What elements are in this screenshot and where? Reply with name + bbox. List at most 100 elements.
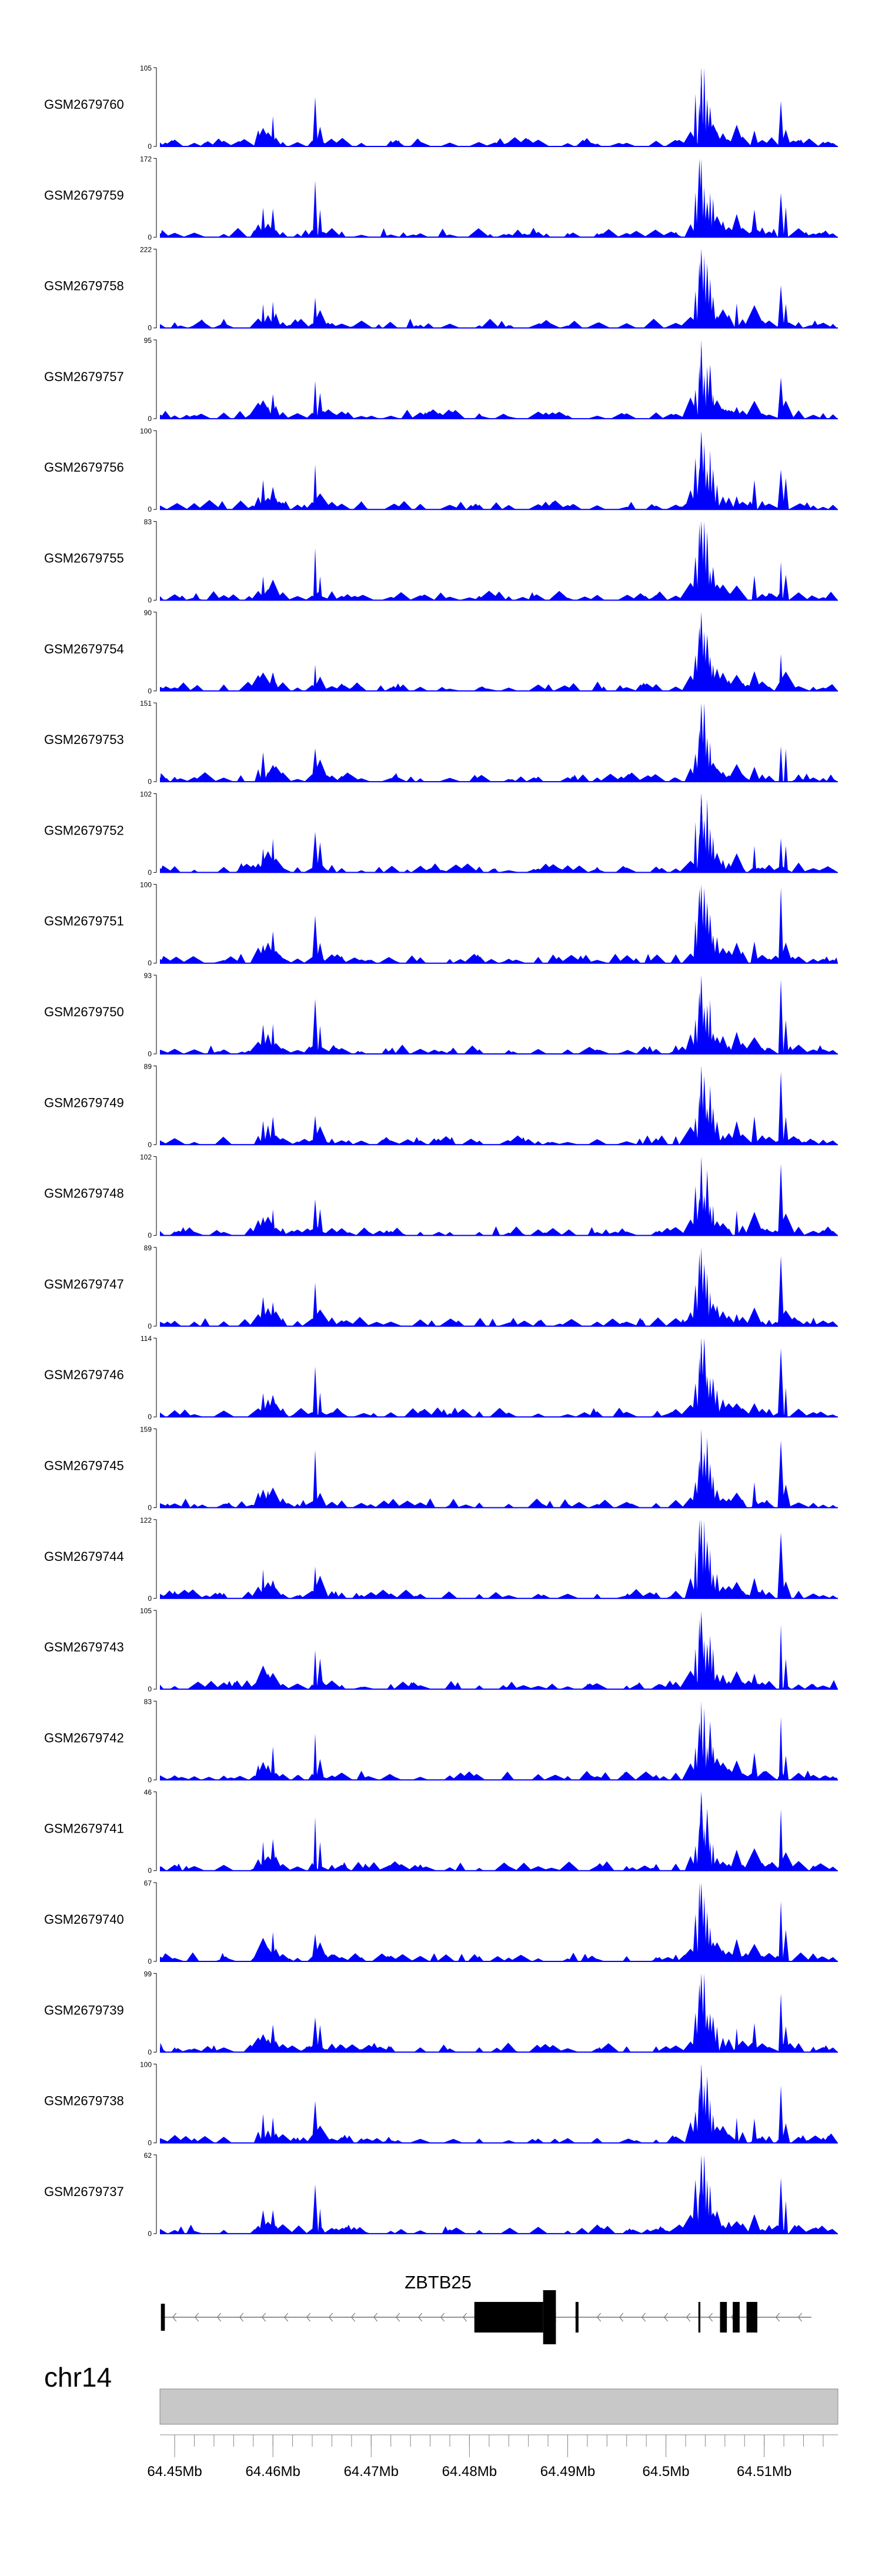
track-GSM2679751: GSM2679751 100 0 [44, 881, 838, 967]
coverage-peak [245, 865, 260, 873]
coverage-peak [473, 1317, 487, 1326]
coverage-peak [761, 1680, 777, 1690]
coverage-peak [807, 1503, 819, 1508]
y-axis-max-label: 105 [140, 1607, 152, 1615]
coverage-peak [316, 943, 325, 963]
coverage-peak [343, 1140, 353, 1145]
coverage-peak [708, 1841, 712, 1871]
coverage-peak [438, 778, 462, 782]
coverage-peak [747, 2214, 761, 2234]
coverage-peak [779, 1901, 783, 1961]
coverage-peak [774, 671, 798, 691]
coverage-peak [313, 1817, 318, 1871]
coverage-peak [681, 869, 693, 873]
coverage-peak [822, 956, 831, 963]
coverage-peak [436, 687, 448, 691]
coverage-peak [169, 1686, 180, 1690]
coverage-peak [415, 1866, 437, 1871]
coverage-peak [578, 1774, 600, 1780]
coverage-peak [620, 1771, 630, 1780]
coverage-peak [363, 415, 380, 419]
coverage-peak [821, 2045, 831, 2053]
strand-chevron [283, 2313, 289, 2322]
coverage-peak [412, 1319, 429, 1326]
coverage-peak [412, 2230, 429, 2234]
coverage-peak [719, 1589, 733, 1599]
coverage-peak [710, 1045, 727, 1054]
coverage-peak [278, 1318, 288, 1326]
coverage-peak [827, 505, 838, 510]
coverage-peak [219, 319, 229, 328]
coverage-peak [801, 232, 810, 238]
coverage-peak [530, 1413, 546, 1417]
coverage-peak [443, 1867, 456, 1871]
coverage-peak [172, 325, 189, 328]
coverage-peak [374, 866, 384, 873]
coverage-peak [635, 1771, 657, 1780]
coverage-peak [312, 2184, 319, 2234]
track-GSM2679741: GSM2679741 46 0 [44, 1788, 838, 1875]
coverage-peak [508, 1226, 524, 1236]
coverage-peak [763, 1861, 781, 1871]
coverage-peak [270, 229, 282, 238]
strand-chevron [172, 2313, 177, 2322]
coverage-peak [616, 1228, 629, 1236]
coverage-peak [744, 1944, 764, 1961]
coverage-peak [519, 1137, 527, 1145]
coverage-peak [636, 775, 659, 782]
strand-chevron [417, 2313, 423, 2322]
coverage-peak [270, 1746, 276, 1780]
coverage-peak [818, 1139, 828, 1145]
coverage-peak [784, 1317, 804, 1326]
coverage-peak [269, 2045, 278, 2053]
coverage-peak [709, 1140, 731, 1145]
coverage-peak [652, 591, 668, 600]
gene-exon [575, 2302, 579, 2333]
coverage-peak [702, 255, 707, 328]
coverage-peak [459, 597, 480, 600]
coverage-peak [170, 1322, 182, 1326]
coverage-peak [313, 592, 323, 600]
coverage-peak [699, 158, 704, 238]
coverage-peak [365, 959, 377, 963]
coverage-peak [534, 1320, 547, 1326]
coverage-peak [536, 319, 557, 328]
coverage-peak [251, 1320, 260, 1326]
track-GSM2679748: GSM2679748 102 0 [44, 1153, 838, 1240]
coverage-peak [751, 1500, 760, 1508]
coverage-peak [168, 866, 181, 873]
y-axis-max-label: 102 [140, 790, 152, 798]
coverage-peak [710, 852, 724, 873]
coverage-peak [766, 2225, 789, 2234]
coverage-peak [160, 865, 173, 873]
coverage-peak [720, 1594, 733, 1599]
coverage-peak [627, 1589, 646, 1599]
coverage-peak [299, 1500, 308, 1508]
coverage-peak [514, 596, 532, 600]
track-GSM2679737: GSM2679737 62 0 [44, 2151, 838, 2238]
coverage-peak [702, 1708, 707, 1780]
coverage-peak [829, 323, 837, 328]
y-axis-min-label: 0 [148, 2048, 152, 2056]
coverage-peak [329, 593, 338, 600]
coverage-peak [160, 2138, 172, 2143]
coverage-peak [195, 1504, 209, 1508]
y-axis-min-label: 0 [148, 687, 152, 695]
track-label: GSM2679746 [44, 1367, 124, 1382]
coverage-peak [699, 1247, 704, 1326]
coverage-peak [527, 1686, 550, 1690]
track-GSM2679747: GSM2679747 89 0 [44, 1244, 838, 1330]
y-axis-max-label: 89 [144, 1062, 152, 1070]
coverage-peak [339, 2134, 350, 2143]
coverage-peak [390, 1864, 412, 1871]
coverage-peak [265, 1591, 285, 1599]
coverage-peak [321, 322, 335, 328]
coverage-peak [699, 1156, 704, 1236]
coverage-peak [483, 959, 499, 963]
coverage-peak [537, 412, 555, 419]
coverage-peak [579, 138, 594, 146]
coverage-peak [336, 868, 347, 873]
coverage-peak [217, 867, 231, 873]
coverage-peak [313, 1775, 328, 1780]
track-label: GSM2679743 [44, 1640, 124, 1654]
